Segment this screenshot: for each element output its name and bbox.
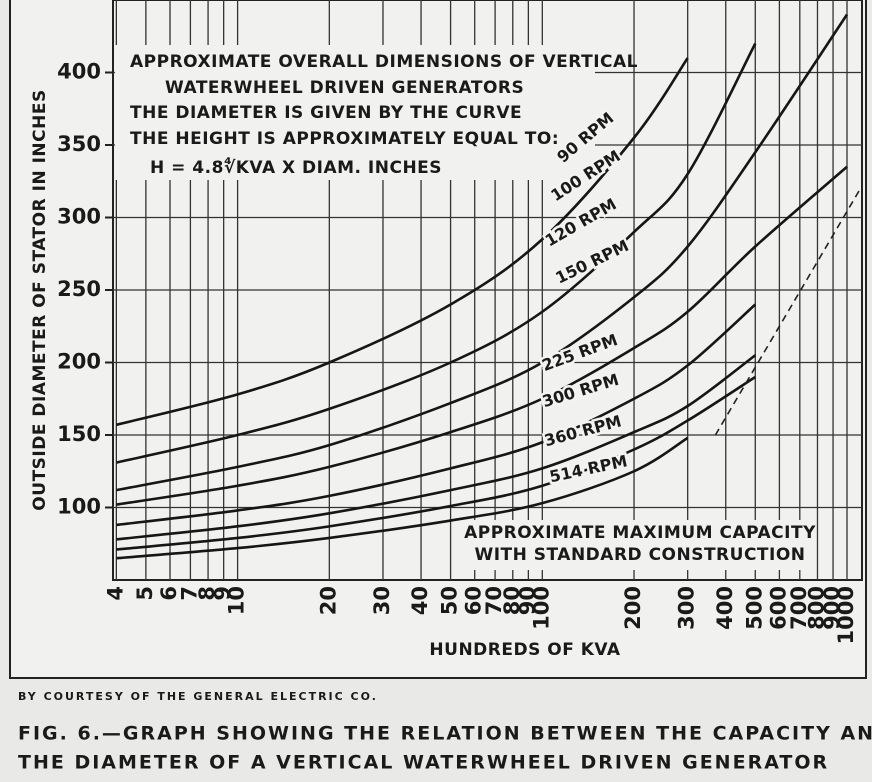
curve: [116, 13, 849, 492]
x-tick-label: 800: [804, 586, 828, 630]
y-tick-label: 100: [57, 495, 101, 519]
caption: THE DIAMETER OF A VERTICAL WATERWHEEL DR…: [18, 752, 829, 774]
x-tick-label: 100: [529, 586, 553, 630]
curve: [116, 165, 848, 506]
annotation-bg: [470, 520, 810, 570]
y-tick-label: 300: [57, 205, 101, 229]
x-tick-label: 900: [820, 586, 844, 630]
max-capacity-text: WITH STANDARD CONSTRUCTION: [474, 545, 805, 565]
x-tick-label: 1000: [834, 586, 858, 644]
curve: [116, 57, 689, 427]
x-tick-label: 9: [211, 586, 235, 601]
annotation-text: H = 4.8∜KVA X DIAM. INCHES: [150, 157, 442, 178]
x-axis-label: HUNDREDS OF KVA: [429, 640, 621, 660]
x-tick-label: 4: [103, 586, 127, 601]
curve: [116, 42, 757, 464]
annotation-text: WATERWHEEL DRIVEN GENERATORS: [165, 78, 524, 98]
x-tick-label: 50: [438, 586, 462, 615]
x-tick-label: 200: [621, 586, 645, 630]
x-tick-label: 500: [742, 586, 766, 630]
curve: [116, 436, 689, 560]
x-tick-label: 60: [462, 586, 486, 615]
x-tick-label: 10: [225, 586, 249, 615]
annotation-text: THE DIAMETER IS GIVEN BY THE CURVE: [130, 103, 522, 123]
x-tick-label: 5: [133, 586, 157, 601]
annotation-text: THE HEIGHT IS APPROXIMATELY EQUAL TO:: [130, 129, 559, 149]
grid: [105, 0, 863, 581]
x-tick-label: 90: [515, 586, 539, 615]
x-tick-label: 40: [408, 586, 432, 615]
curve: [116, 303, 757, 527]
y-tick-label: 350: [57, 132, 101, 156]
y-axis-label: OUTSIDE DIAMETER OF STATOR IN INCHES: [30, 89, 50, 510]
annotation-bg: [115, 45, 595, 180]
max-capacity-text: APPROXIMATE MAXIMUM CAPACITY: [464, 523, 816, 543]
curve: [116, 354, 757, 541]
curve: [116, 375, 756, 551]
curves: [116, 13, 861, 560]
source-note: BY COURTESY OF THE GENERAL ELECTRIC CO.: [18, 690, 378, 703]
x-tick-label: 700: [787, 586, 811, 630]
y-tick-label: 200: [57, 350, 101, 374]
x-tick-label: 6: [157, 586, 181, 601]
caption: FIG. 6.—GRAPH SHOWING THE RELATION BETWE…: [18, 723, 872, 745]
x-tick-label: 8: [195, 586, 219, 601]
x-tick-label: 600: [766, 586, 790, 630]
x-tick-label: 20: [316, 586, 340, 615]
y-tick-label: 400: [57, 60, 101, 84]
x-tick-label: 30: [370, 586, 394, 615]
x-tick-label: 80: [500, 586, 524, 615]
x-tick-label: 400: [713, 586, 737, 630]
x-tick-label: 70: [482, 586, 506, 615]
y-tick-label: 150: [57, 422, 101, 446]
x-tick-label: 7: [177, 586, 201, 601]
annotation-text: APPROXIMATE OVERALL DIMENSIONS OF VERTIC…: [130, 52, 638, 72]
y-tick-label: 250: [57, 277, 101, 301]
x-tick-label: 300: [675, 586, 699, 630]
